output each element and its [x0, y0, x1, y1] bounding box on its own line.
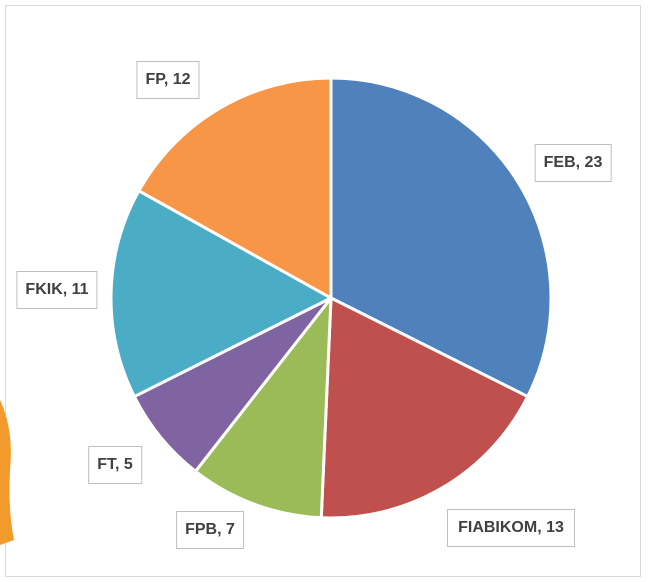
pie-slice — [109, 189, 333, 399]
pie-slice — [329, 76, 553, 399]
pie-slice — [137, 76, 333, 300]
data-label: FIABIKOM, 13 — [447, 509, 575, 547]
data-label: FEB, 23 — [534, 144, 612, 182]
data-label: FT, 5 — [88, 446, 142, 484]
background-decoration — [0, 400, 14, 545]
data-label: FPB, 7 — [176, 511, 244, 549]
data-label: FKIK, 11 — [16, 271, 98, 309]
pie-slice — [319, 296, 530, 520]
data-label: FP, 12 — [136, 61, 200, 99]
pie-slice — [193, 296, 333, 520]
